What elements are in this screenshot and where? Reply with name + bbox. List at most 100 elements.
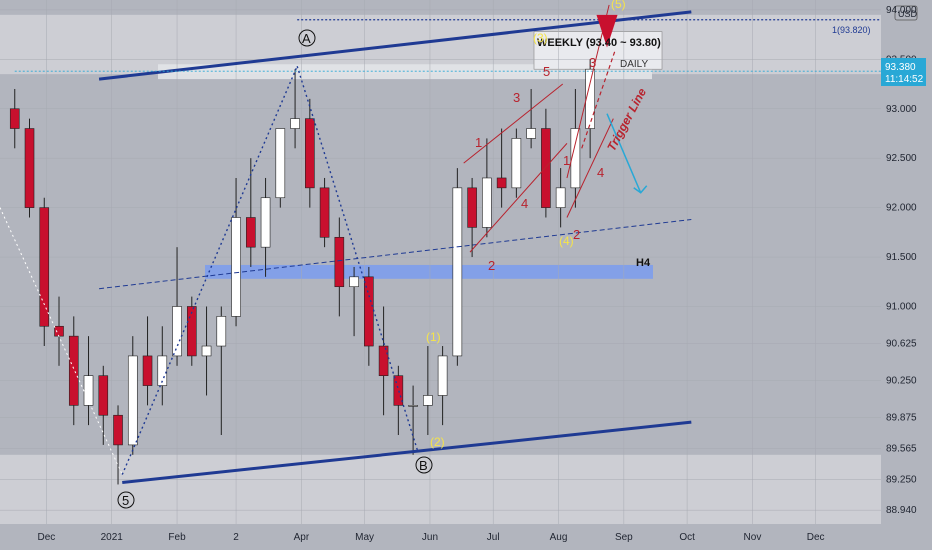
y-tick-label: 89.250 (886, 475, 917, 486)
circle-label-5: 5 (122, 493, 129, 508)
candle-down[interactable] (496, 177, 507, 189)
candle-up[interactable] (452, 187, 463, 357)
weekly-zone-label: WEEKLY (93.40 ~ 93.80) (537, 37, 661, 49)
wave-label-red-5a: 5 (543, 64, 550, 79)
price-tag (881, 58, 926, 86)
candle-up[interactable] (585, 68, 595, 129)
candle-down[interactable] (68, 335, 79, 406)
daily-zone-label: DAILY (620, 59, 648, 70)
channel-red-lower-2[interactable] (566, 118, 614, 218)
channel-red-lower[interactable] (469, 143, 568, 253)
y-tick-label: 93.000 (886, 104, 917, 115)
candle-up[interactable] (216, 316, 227, 347)
x-tick-label: Jul (487, 532, 500, 543)
y-tick-label: 90.250 (886, 376, 917, 387)
wave-label-yellow-2: (2) (430, 435, 445, 449)
wave-path-a-b[interactable] (296, 66, 418, 451)
candle-up[interactable] (172, 306, 182, 357)
candle-down[interactable] (186, 306, 197, 357)
candle-down[interactable] (39, 207, 50, 327)
candle-up[interactable] (482, 177, 492, 228)
candle-up[interactable] (231, 217, 241, 317)
candle-down[interactable] (113, 414, 123, 446)
candle-up[interactable] (437, 355, 448, 396)
channel-red-upper[interactable] (463, 83, 564, 164)
candle-up[interactable] (260, 197, 271, 248)
wave-label-yellow-5: (5) (611, 0, 626, 11)
candle-down[interactable] (305, 118, 315, 189)
candle-up[interactable] (349, 276, 359, 288)
y-tick-label: 92.500 (886, 153, 917, 164)
candle-down[interactable] (24, 128, 35, 208)
x-tick-label: Feb (168, 532, 186, 543)
plot-background[interactable] (0, 0, 881, 524)
x-tick-label: Jun (422, 532, 438, 543)
x-tick-label: Sep (615, 532, 633, 543)
trigger-line[interactable] (581, 49, 617, 149)
price-tag-countdown: 11:14:52 (885, 74, 924, 85)
candle-down[interactable] (98, 375, 109, 416)
x-tick-label: Oct (679, 532, 695, 543)
x-tick-label: Nov (744, 532, 762, 543)
circle-marker-a (298, 29, 316, 47)
wave-label-yellow-1: (1) (426, 330, 441, 344)
candle-down[interactable] (319, 187, 330, 238)
resistance-label: 1(93.820) (832, 25, 871, 35)
candle-down[interactable] (541, 128, 551, 208)
lower-trendline[interactable] (122, 420, 692, 484)
candle-down[interactable] (378, 345, 389, 376)
circle-label-b: B (419, 458, 428, 473)
wave-path-prev (0, 207, 123, 475)
circle-marker-b (415, 456, 433, 474)
wave-label-red-2b: 2 (573, 227, 580, 242)
y-axis-panel[interactable] (881, 0, 932, 550)
candle-up[interactable] (275, 128, 286, 199)
x-tick-label: May (355, 532, 374, 543)
currency-badge[interactable] (894, 5, 918, 21)
candle-down[interactable] (142, 355, 153, 386)
y-tick-label: 94.000 (886, 5, 917, 16)
y-tick-label: 89.875 (886, 413, 917, 424)
x-tick-label: Apr (294, 532, 310, 543)
x-tick-label: Dec (37, 532, 55, 543)
candle-down[interactable] (467, 187, 477, 228)
forecast-arrow-shaft[interactable] (606, 113, 642, 194)
x-tick-label: 2021 (101, 532, 124, 543)
price-tag-value: 93.380 (885, 62, 916, 73)
candle-up[interactable] (201, 345, 212, 357)
candle-up[interactable] (423, 395, 433, 406)
candle-down[interactable] (9, 108, 20, 129)
candle-down[interactable] (54, 325, 64, 337)
y-tick-label: 90.625 (886, 339, 917, 350)
candle-up[interactable] (555, 187, 566, 208)
candles (9, 59, 595, 485)
candle-up[interactable] (157, 355, 168, 386)
channel-red-upper-2[interactable] (566, 4, 610, 179)
x-tick-label: Dec (807, 532, 825, 543)
candle-down[interactable] (246, 217, 256, 248)
wave-label-red-2a: 2 (488, 258, 495, 273)
candle-up[interactable] (526, 128, 536, 139)
mid-trendline-dashed[interactable] (99, 218, 692, 290)
x-axis-panel[interactable] (0, 524, 881, 550)
candle-up[interactable] (511, 138, 522, 189)
candle-up[interactable] (83, 375, 94, 406)
candle-down[interactable] (393, 375, 404, 406)
currency-label: USD (898, 9, 918, 19)
h4-zone-label: H4 (636, 257, 651, 269)
wave-label-red-1a: 1 (475, 135, 482, 150)
candle-up[interactable] (290, 118, 300, 129)
candle-up[interactable] (127, 355, 138, 446)
wave-label-red-3a: 3 (513, 90, 520, 105)
circle-marker-5 (117, 491, 135, 509)
candle-up[interactable] (408, 405, 418, 407)
top-reversal-marker (596, 14, 618, 48)
wave-path-5-a[interactable] (121, 65, 298, 475)
upper-trendline[interactable] (98, 10, 692, 81)
wave-label-red-3b: 3 (589, 55, 596, 70)
candle-up[interactable] (570, 128, 581, 189)
wave-label-red-1b: 1 (563, 153, 570, 168)
candle-down[interactable] (334, 236, 345, 288)
